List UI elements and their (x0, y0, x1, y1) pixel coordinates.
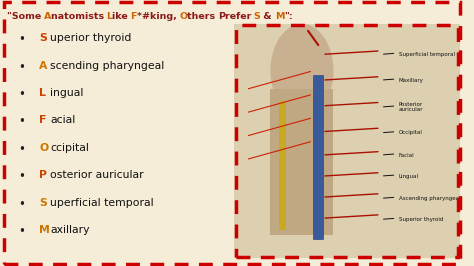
Text: Maxillary: Maxillary (399, 78, 424, 83)
Text: •: • (18, 61, 26, 74)
Text: "Some: "Some (7, 12, 45, 21)
Text: Occipital: Occipital (399, 130, 423, 135)
Text: ccipital: ccipital (50, 143, 89, 153)
Text: •: • (18, 198, 26, 211)
Text: Facial: Facial (399, 152, 414, 157)
Bar (270, 89, 333, 235)
Text: O: O (179, 12, 187, 21)
Text: Ascending pharyngeal: Ascending pharyngeal (399, 196, 460, 201)
Text: &: & (260, 12, 275, 21)
Text: P: P (218, 12, 225, 21)
Text: S: S (39, 198, 47, 208)
Text: S: S (39, 33, 47, 43)
Text: natomists: natomists (51, 12, 107, 21)
Text: F: F (131, 12, 137, 21)
Text: *#king,: *#king, (137, 12, 180, 21)
Text: P: P (39, 170, 47, 180)
Text: A: A (44, 12, 51, 21)
Text: O: O (39, 143, 48, 153)
Text: refer: refer (225, 12, 255, 21)
Text: •: • (18, 88, 26, 101)
Text: •: • (18, 115, 26, 128)
Text: Superior thyroid: Superior thyroid (399, 217, 443, 222)
Text: L: L (106, 12, 112, 21)
Ellipse shape (270, 24, 333, 118)
Text: •: • (18, 225, 26, 238)
Text: Lingual: Lingual (399, 174, 419, 178)
Text: uperior thyroid: uperior thyroid (50, 33, 131, 43)
Text: thers: thers (187, 12, 219, 21)
Text: ingual: ingual (50, 88, 83, 98)
Text: scending pharyngeal: scending pharyngeal (50, 61, 164, 71)
Bar (313, 76, 323, 239)
Text: •: • (18, 143, 26, 156)
Text: •: • (18, 170, 26, 183)
Text: ike: ike (112, 12, 131, 21)
Text: M: M (39, 225, 50, 235)
Text: A: A (39, 61, 48, 71)
Text: uperficial temporal: uperficial temporal (50, 198, 154, 208)
Text: axillary: axillary (50, 225, 90, 235)
Text: S: S (254, 12, 261, 21)
Bar (279, 101, 286, 230)
Bar (235, 24, 459, 258)
Text: •: • (18, 33, 26, 46)
Text: acial: acial (50, 115, 75, 126)
Text: ":: ": (284, 12, 293, 21)
Text: osterior auricular: osterior auricular (50, 170, 144, 180)
Text: M: M (275, 12, 284, 21)
Text: Superficial temporal: Superficial temporal (399, 52, 455, 57)
Text: Posterior
auricular: Posterior auricular (399, 102, 423, 112)
Text: L: L (39, 88, 46, 98)
Text: F: F (39, 115, 47, 126)
